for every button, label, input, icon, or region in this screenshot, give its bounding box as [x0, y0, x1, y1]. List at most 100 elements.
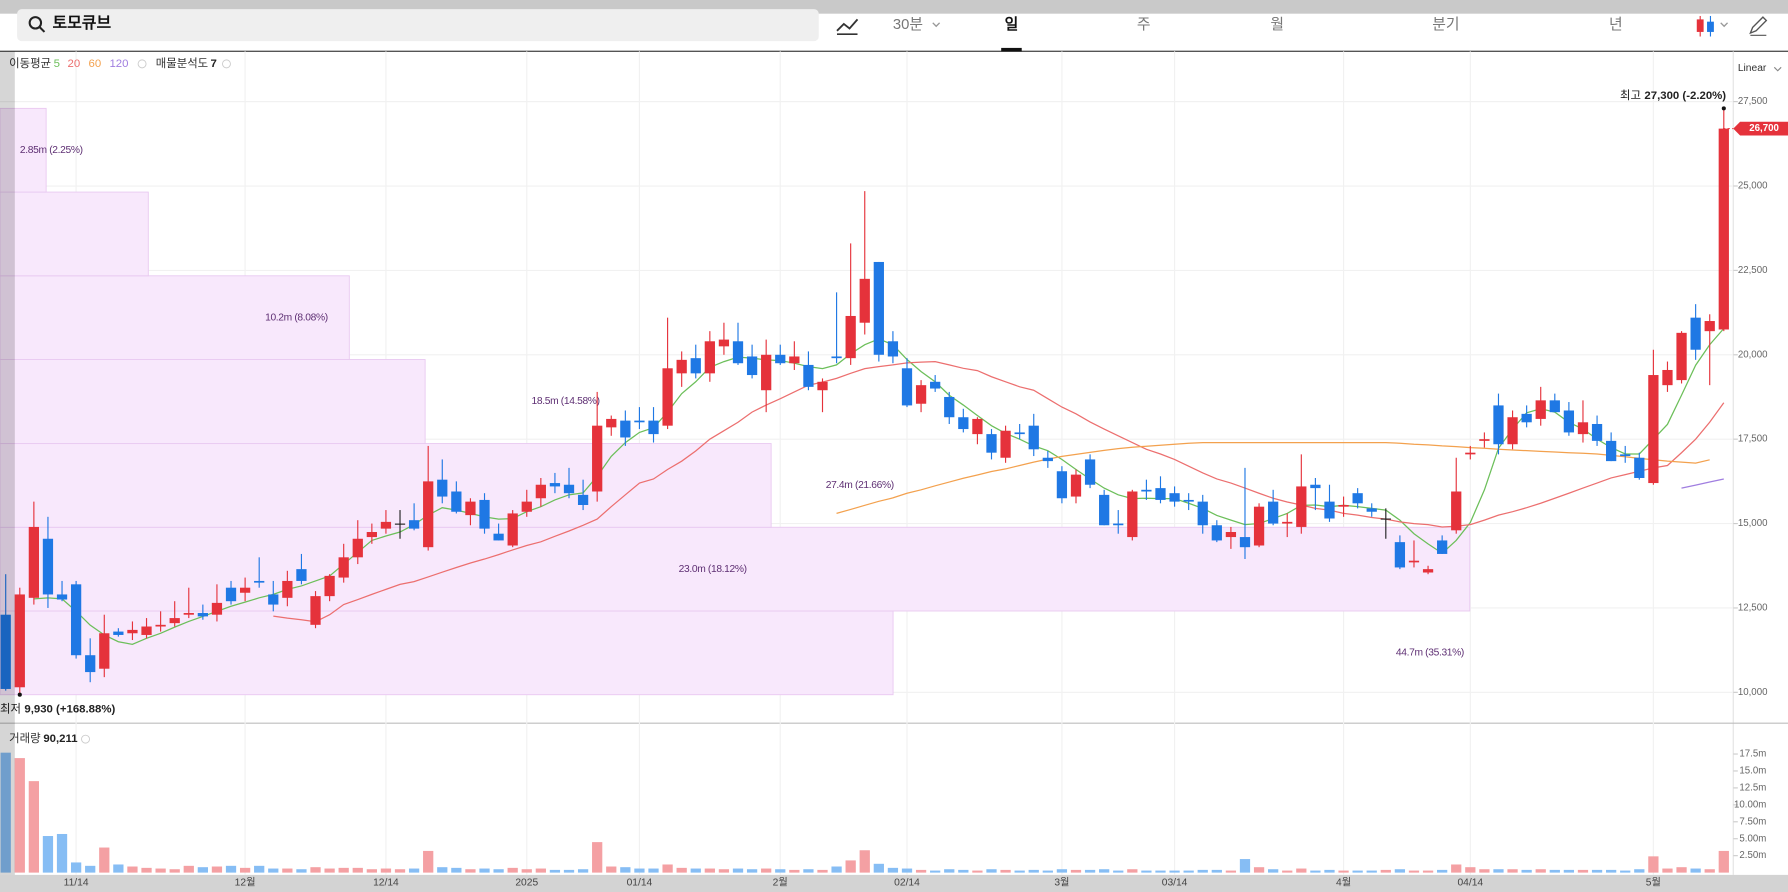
candle-body: [1239, 537, 1251, 548]
volume-bar: [338, 867, 349, 873]
volume-bar: [915, 869, 927, 873]
draw-icon[interactable]: [1749, 16, 1768, 36]
volume-bar: [1056, 869, 1068, 873]
candle-body: [211, 602, 223, 615]
volume-legend-title: 거래량: [9, 732, 41, 745]
y-tick-label: 10,000: [1738, 687, 1768, 698]
volume-bar: [254, 865, 265, 873]
y-tick-label: 12,500: [1738, 603, 1768, 614]
candle-body: [127, 629, 138, 634]
volume-bar: [1690, 868, 1701, 873]
x-tick-label: 5월: [1646, 877, 1661, 889]
volume-profile-bar: [0, 359, 426, 445]
candle-body: [915, 385, 927, 404]
search-box[interactable]: [17, 9, 819, 42]
candle-body: [70, 584, 82, 656]
x-tick-label: 2월: [773, 877, 788, 889]
volume-bar: [1225, 870, 1237, 873]
candle-body: [183, 613, 194, 615]
candle-body: [718, 339, 730, 347]
candle-body: [1169, 493, 1180, 502]
candle-body: [254, 580, 265, 583]
volume-bar: [239, 867, 251, 873]
candle-body: [1507, 417, 1518, 445]
volume-bar: [465, 869, 476, 873]
volume-bar: [958, 869, 969, 873]
candle-body: [1014, 432, 1025, 435]
candle-body: [1704, 321, 1715, 332]
pencil: [1749, 16, 1768, 35]
search-text[interactable]: 토모큐브: [52, 14, 111, 32]
candle-body: [493, 533, 504, 541]
volume-bar: [211, 866, 223, 873]
candle-body: [155, 624, 166, 627]
candle-body: [535, 484, 546, 499]
candle-body: [1549, 400, 1560, 413]
period-tab[interactable]: 일: [1005, 16, 1019, 33]
candle-body: [225, 587, 237, 602]
candle-body: [1155, 488, 1166, 500]
volume-bar: [197, 867, 208, 873]
candle-body: [1000, 430, 1011, 458]
candle-body: [1113, 523, 1124, 526]
candle-body: [296, 569, 307, 581]
volume-bar: [634, 868, 645, 873]
volume-bar: [606, 866, 617, 873]
volume-bar: [352, 867, 363, 873]
volume-bar: [1606, 869, 1617, 873]
indicator-icon[interactable]: [836, 18, 859, 36]
candle-body: [324, 575, 335, 597]
candle-body: [1282, 521, 1293, 524]
legend-close[interactable]: [81, 734, 90, 744]
candle-body: [1422, 569, 1434, 573]
period-tab[interactable]: 년: [1609, 16, 1623, 33]
volume-bar: [1662, 868, 1673, 873]
volume-bar: [56, 833, 68, 873]
candle-body: [1394, 542, 1406, 568]
period-tab[interactable]: 주: [1137, 17, 1151, 33]
candle-type-icon[interactable]: [1696, 15, 1729, 37]
candle-body: [648, 420, 659, 435]
volume-bar: [789, 869, 800, 873]
high-marker: [1721, 106, 1726, 111]
candle-body: [690, 358, 701, 374]
period-tab[interactable]: 분기: [1432, 16, 1459, 33]
candle-body: [0, 614, 11, 689]
legend-close[interactable]: [137, 59, 147, 69]
candle-body: [1268, 501, 1279, 524]
x-tick-label: 12/14: [373, 878, 399, 889]
volume-bar: [1479, 869, 1490, 873]
candle-body: [1591, 423, 1603, 441]
volume-bar: [817, 869, 828, 873]
icon-body: [1696, 19, 1704, 32]
candle-body: [592, 425, 603, 492]
volume-bar: [1704, 869, 1715, 873]
interval-selector[interactable]: 30분: [893, 17, 923, 33]
candle-body: [521, 501, 532, 512]
volume-bar: [1000, 869, 1011, 873]
scale-selector[interactable]: Linear: [1738, 63, 1767, 74]
volume-bar: [1197, 869, 1208, 873]
volume-bar: [662, 864, 673, 873]
candle-body: [1676, 332, 1687, 381]
volume-bar: [437, 867, 448, 873]
candle-body: [1380, 518, 1391, 520]
volume-bar: [99, 847, 110, 873]
candle-body: [1634, 457, 1645, 478]
volume-bar: [282, 868, 293, 873]
volume-bar: [14, 758, 25, 873]
volume-bar: [1127, 869, 1138, 873]
candle-body: [42, 538, 54, 595]
volume-bar: [1451, 864, 1462, 873]
volume-bar: [704, 868, 715, 873]
candle-body: [1056, 471, 1068, 499]
x-tick-label: 01/14: [627, 878, 653, 889]
y-tick-label: 27,500: [1738, 96, 1768, 107]
candle-body: [873, 261, 884, 355]
candle-body: [1535, 400, 1546, 419]
period-tab[interactable]: 월: [1270, 16, 1284, 33]
volume-bar: [1422, 870, 1434, 873]
high-annotation: 최고 27,300 (-2.20%): [1620, 89, 1726, 102]
legend-close[interactable]: [222, 59, 231, 69]
candle-body: [958, 417, 969, 430]
